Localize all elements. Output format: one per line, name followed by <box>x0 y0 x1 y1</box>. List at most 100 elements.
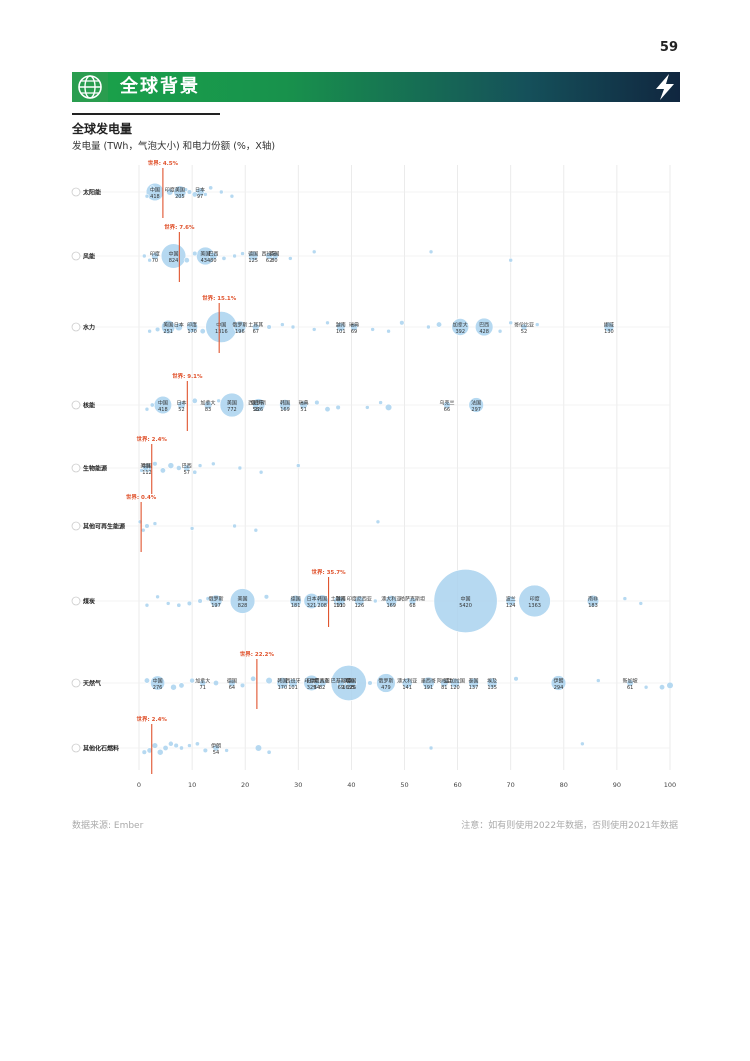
bubble-value-label: 205 <box>175 194 185 200</box>
bubble <box>376 673 396 693</box>
bubble <box>219 392 245 418</box>
bubble-country-label: 俄罗斯 <box>232 322 247 329</box>
bubble-country-label: 美国 <box>175 187 185 194</box>
bubble <box>365 405 370 410</box>
bubble <box>324 406 331 413</box>
bubble <box>173 185 187 199</box>
bubble-value-label: 824 <box>169 258 179 264</box>
bubble-country-label: 哈萨克斯坦 <box>400 596 425 603</box>
bubble-value-label: 170 <box>278 685 288 691</box>
bubble <box>192 469 198 475</box>
bubble-country-label: 加拿大 <box>453 322 468 329</box>
bubble <box>508 257 514 263</box>
row-label: 核能 <box>83 402 95 410</box>
bubble-value-label: 80 <box>271 258 277 264</box>
bubble-country-label: 意大利 <box>315 678 330 685</box>
bubble <box>194 741 200 747</box>
bubble-country-label: 新加坡 <box>623 678 638 685</box>
bubble <box>224 748 229 753</box>
bubble <box>199 679 207 687</box>
bubble <box>187 743 192 748</box>
bubble-value-label: 1316 <box>215 329 228 335</box>
energy-source-icon <box>71 678 81 688</box>
bubble <box>426 324 431 330</box>
bubble <box>508 320 514 326</box>
bubble-value-label: 125 <box>248 258 258 264</box>
bubble-country-label: 加拿大 <box>201 400 216 407</box>
bubble-country-label: 英国 <box>346 678 356 685</box>
bubble <box>142 464 149 472</box>
bubble-country-label: 土耳其 <box>248 322 263 329</box>
bubble-value-label: 169 <box>386 603 396 609</box>
energy-source-icon <box>71 743 81 753</box>
bubble <box>186 321 199 333</box>
bubble-value-label: 297 <box>471 407 481 413</box>
bubble-value-label: 126 <box>347 685 357 691</box>
bubble-country-label: 孟加拉国 <box>445 678 465 685</box>
bubble <box>248 250 259 262</box>
bubble <box>202 747 209 754</box>
bubble-value-label: 130 <box>604 329 614 335</box>
energy-source-icon <box>71 400 81 410</box>
bubble <box>643 684 649 690</box>
bubble <box>659 684 666 691</box>
x-tick-label: 100 <box>664 781 676 789</box>
bubble-country-label: 美国 <box>140 463 150 470</box>
bubble-value-label: 329 <box>307 685 317 691</box>
bubble-country-label: 法国 <box>471 400 481 407</box>
bubble-value-label: 83 <box>205 407 211 413</box>
bubble <box>313 679 321 687</box>
bubble-value-label: 61 <box>627 685 633 691</box>
bubble-country-label: 巴西 <box>479 323 489 329</box>
x-tick-label: 50 <box>400 781 408 789</box>
bubble <box>183 464 191 472</box>
bubble-country-label: 瑞典 <box>299 400 309 407</box>
bubble <box>384 403 393 412</box>
bubble <box>240 251 245 256</box>
x-tick-label: 20 <box>241 781 249 789</box>
page-number: 59 <box>659 40 678 55</box>
bubble-country-label: 波兰 <box>506 596 516 603</box>
bubble <box>289 594 302 608</box>
bubble <box>440 678 449 688</box>
bubble <box>211 461 216 467</box>
bubble <box>375 519 381 525</box>
row-label: 生物能源 <box>83 465 107 473</box>
bubble <box>370 327 375 332</box>
bubble-value-label: 81 <box>441 685 447 691</box>
bubble-country-label: 中国 <box>153 678 163 685</box>
bubble <box>486 677 498 689</box>
bubble-value-label: 80 <box>210 258 216 264</box>
bubble <box>197 598 203 604</box>
bubble <box>175 465 182 471</box>
bubble <box>192 250 198 257</box>
bubble-value-label: 135 <box>487 685 497 691</box>
bubble <box>165 601 171 606</box>
bubble <box>265 676 273 685</box>
bubble-value-label: 62 <box>266 258 272 264</box>
bubble <box>336 679 345 687</box>
bubble <box>250 675 257 682</box>
bubble <box>208 185 214 191</box>
bubble <box>603 321 615 333</box>
bubble-value-label: 54 <box>314 685 320 691</box>
x-tick-label: 40 <box>347 781 355 789</box>
bubble-value-label: 101 <box>288 685 298 691</box>
bubble <box>266 324 272 330</box>
bubble-value-label: 100 <box>336 603 346 609</box>
bubble <box>205 596 211 602</box>
bubble-country-label: 印度 <box>165 187 175 194</box>
bubble <box>474 317 494 337</box>
bubble-country-label: 印度 <box>187 322 197 329</box>
bubble <box>443 401 451 409</box>
bubble <box>203 400 213 410</box>
bubble-value-label: 57 <box>184 470 190 476</box>
bubble-country-label: 俄罗斯 <box>208 596 223 603</box>
bubble <box>229 193 235 199</box>
bubble <box>253 527 259 533</box>
x-tick-label: 90 <box>613 781 621 789</box>
row-label: 风能 <box>83 253 95 261</box>
bubble <box>191 191 198 198</box>
bubble-value-label: 226 <box>254 407 264 413</box>
